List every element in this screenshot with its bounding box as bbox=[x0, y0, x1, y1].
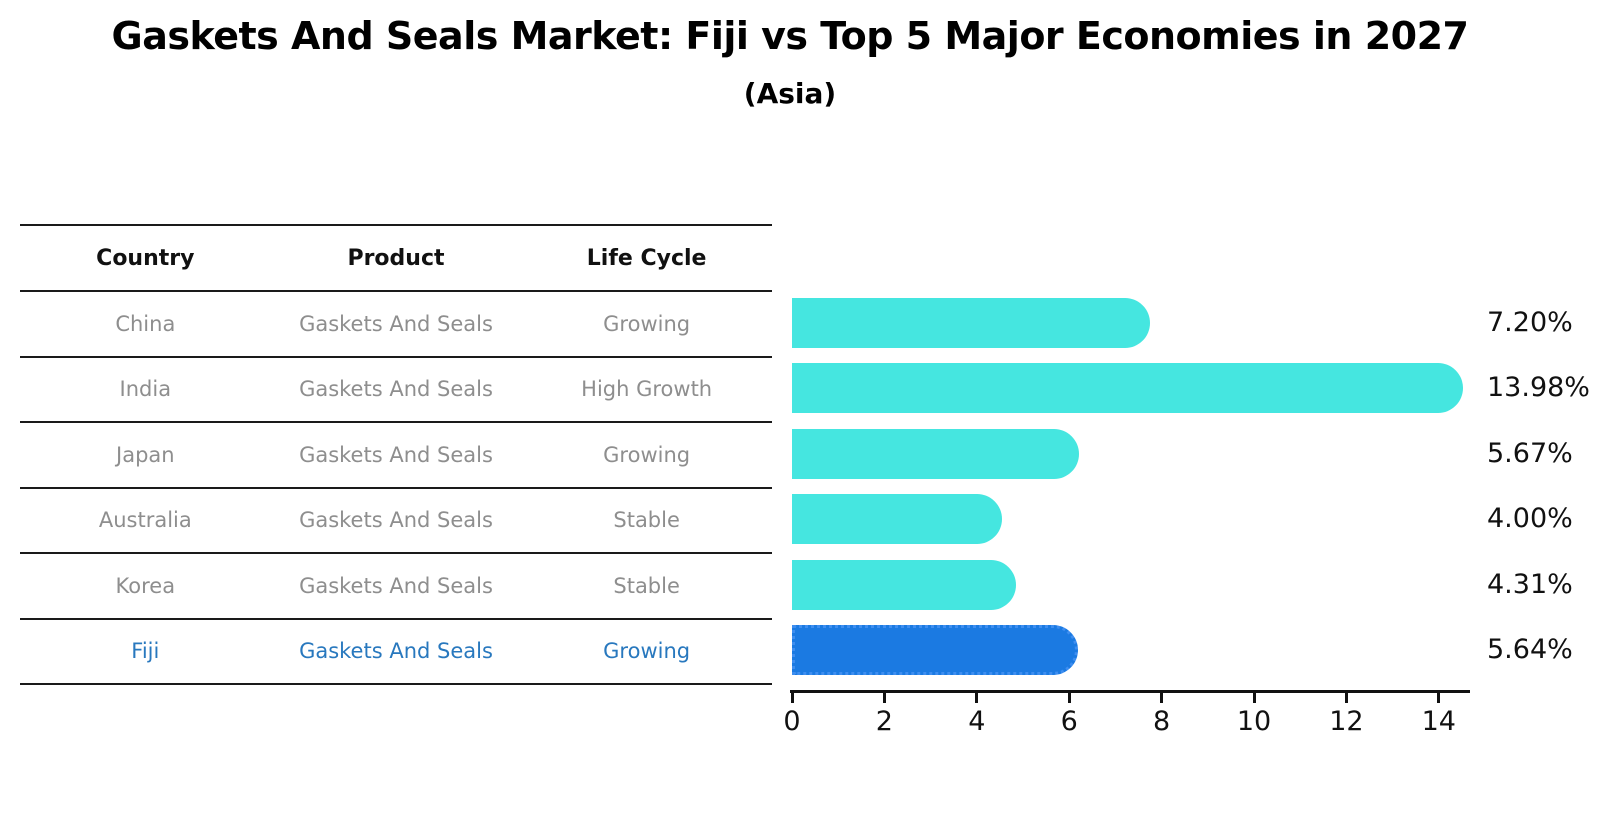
bar-australia bbox=[792, 494, 1002, 545]
x-axis-line bbox=[790, 690, 1470, 693]
bar-value-label: 5.67% bbox=[1487, 437, 1573, 469]
bar-china bbox=[792, 297, 1150, 348]
bar-value-label: 4.31% bbox=[1487, 568, 1573, 600]
x-axis-tick-label: 2 bbox=[875, 706, 893, 737]
chart-subtitle: (Asia) bbox=[743, 77, 837, 110]
table-body: China Gaskets And Seals Growing India Gasket… bbox=[20, 292, 772, 685]
bar-plot-area bbox=[792, 290, 1472, 683]
x-axis-tick bbox=[790, 693, 794, 703]
table-cell-life-cycle: Growing bbox=[603, 442, 691, 467]
table-row: Japan Gaskets And Seals Growing bbox=[20, 423, 772, 489]
x-axis-tick-label: 0 bbox=[783, 706, 801, 737]
x-axis-tick bbox=[975, 693, 979, 703]
bar-japan bbox=[792, 428, 1079, 479]
table-header-product: Product bbox=[347, 245, 445, 271]
table-cell-country: China bbox=[115, 311, 176, 336]
x-axis-tick bbox=[1067, 693, 1071, 703]
table-cell-country: Korea bbox=[115, 573, 176, 598]
table-cell-life-cycle: Growing bbox=[603, 639, 691, 664]
x-axis-tick bbox=[1437, 693, 1441, 703]
table-row: Australia Gaskets And Seals Stable bbox=[20, 489, 772, 554]
table-cell-product: Gaskets And Seals bbox=[299, 573, 493, 598]
table-cell-product: Gaskets And Seals bbox=[299, 442, 493, 467]
table-header-country: Country bbox=[96, 245, 195, 271]
x-axis-tick bbox=[1160, 693, 1164, 703]
x-axis-tick-label: 10 bbox=[1236, 706, 1272, 737]
x-axis-tick bbox=[882, 693, 886, 703]
bar-value-label: 13.98% bbox=[1487, 372, 1590, 404]
chart-title: Gaskets And Seals Market: Fiji vs Top 5 … bbox=[111, 14, 1469, 58]
bar-korea bbox=[792, 559, 1017, 610]
bar-fiji-highlight bbox=[792, 625, 1078, 676]
table-cell-country: India bbox=[119, 377, 172, 402]
table-row: Korea Gaskets And Seals Stable bbox=[20, 554, 772, 620]
table-cell-product: Gaskets And Seals bbox=[299, 508, 493, 533]
table-cell-product: Gaskets And Seals bbox=[299, 311, 493, 336]
table-row: India Gaskets And Seals High Growth bbox=[20, 358, 772, 423]
table-cell-life-cycle: Growing bbox=[603, 311, 691, 336]
x-axis-tick bbox=[1344, 693, 1348, 703]
x-axis-tick-label: 12 bbox=[1329, 706, 1364, 737]
table-cell-country: Fiji bbox=[131, 639, 160, 664]
bar-value-label: 5.64% bbox=[1487, 634, 1573, 666]
x-axis-tick-label: 6 bbox=[1060, 706, 1078, 737]
x-axis-tick-label: 14 bbox=[1421, 706, 1456, 737]
country-table: Country Product Life Cycle China Gaskets … bbox=[20, 224, 772, 685]
x-axis-tick-label: 4 bbox=[968, 706, 986, 737]
table-cell-country: Australia bbox=[98, 508, 192, 533]
bar-value-label: 7.20% bbox=[1487, 306, 1573, 338]
bar-india bbox=[792, 363, 1463, 414]
table-cell-product: Gaskets And Seals bbox=[299, 377, 493, 402]
table-row: China Gaskets And Seals Growing bbox=[20, 292, 772, 358]
table-cell-life-cycle: Stable bbox=[613, 573, 680, 598]
table-cell-life-cycle: High Growth bbox=[581, 377, 713, 402]
table-header-life-cycle: Life Cycle bbox=[586, 245, 707, 271]
table-header-row: Country Product Life Cycle bbox=[20, 226, 772, 292]
table-cell-life-cycle: Stable bbox=[613, 508, 680, 533]
x-axis-tick-label: 8 bbox=[1153, 706, 1171, 737]
table-cell-country: Japan bbox=[116, 442, 175, 467]
bar-value-label: 4.00% bbox=[1487, 503, 1573, 535]
table-cell-product: Gaskets And Seals bbox=[299, 639, 493, 664]
table-row: Fiji Gaskets And Seals Growing bbox=[20, 620, 772, 685]
x-axis-tick bbox=[1252, 693, 1256, 703]
